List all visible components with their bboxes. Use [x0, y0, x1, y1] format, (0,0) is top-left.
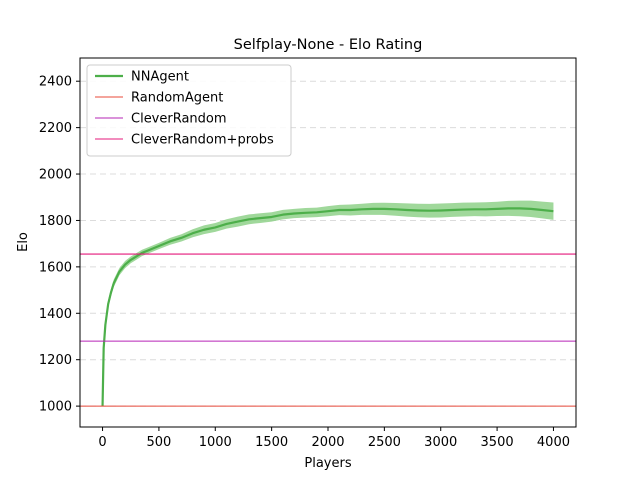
y-tick-label: 2000: [39, 168, 72, 183]
y-tick-label: 1600: [39, 260, 72, 275]
chart-title: Selfplay-None - Elo Rating: [234, 37, 423, 53]
x-tick-label: 2500: [368, 435, 401, 450]
y-axis-label: Elo: [16, 232, 31, 252]
y-tick-label: 1400: [39, 307, 72, 322]
legend-label: CleverRandom+probs: [131, 133, 274, 148]
x-tick-label: 0: [98, 435, 106, 450]
x-tick-label: 2000: [311, 435, 344, 450]
x-tick-label: 500: [146, 435, 171, 450]
y-tick-label: 1200: [39, 353, 72, 368]
legend-box: [86, 64, 292, 157]
x-tick-label: 3500: [481, 435, 514, 450]
legend-label: NNAgent: [131, 70, 189, 85]
legend: NNAgent RandomAgent CleverRandom CleverRand…: [86, 64, 292, 157]
x-tick-label: 3000: [424, 435, 457, 450]
series-line-nnagent: [101, 207, 554, 407]
legend-label: RandomAgent: [131, 91, 223, 106]
y-tick-label: 2200: [39, 121, 72, 136]
x-axis-label: Players: [304, 456, 351, 471]
legend-label: CleverRandom: [131, 112, 227, 127]
plot-area: [80, 200, 576, 407]
y-tick-label: 1000: [39, 400, 72, 415]
x-tick-label: 1500: [255, 435, 288, 450]
y-tick-label: 1800: [39, 214, 72, 229]
x-tick-label: 4000: [537, 435, 570, 450]
x-axis: 0 500 1000 1500 2000 2500 3000 3500 4000: [98, 427, 570, 450]
y-axis: 1000 1200 1400 1600 1800 2000 2200 2400: [39, 75, 80, 415]
x-tick-label: 1000: [199, 435, 232, 450]
y-tick-label: 2400: [39, 75, 72, 90]
